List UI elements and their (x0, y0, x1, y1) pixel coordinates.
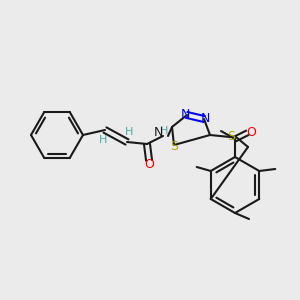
Text: H: H (125, 127, 133, 137)
Text: O: O (246, 127, 256, 140)
Text: O: O (144, 158, 154, 172)
Text: N: N (153, 127, 163, 140)
Text: H: H (99, 135, 107, 145)
Text: S: S (170, 140, 178, 152)
Text: H: H (160, 126, 168, 136)
Text: S: S (227, 130, 235, 143)
Text: N: N (180, 107, 190, 121)
Text: N: N (200, 112, 210, 124)
